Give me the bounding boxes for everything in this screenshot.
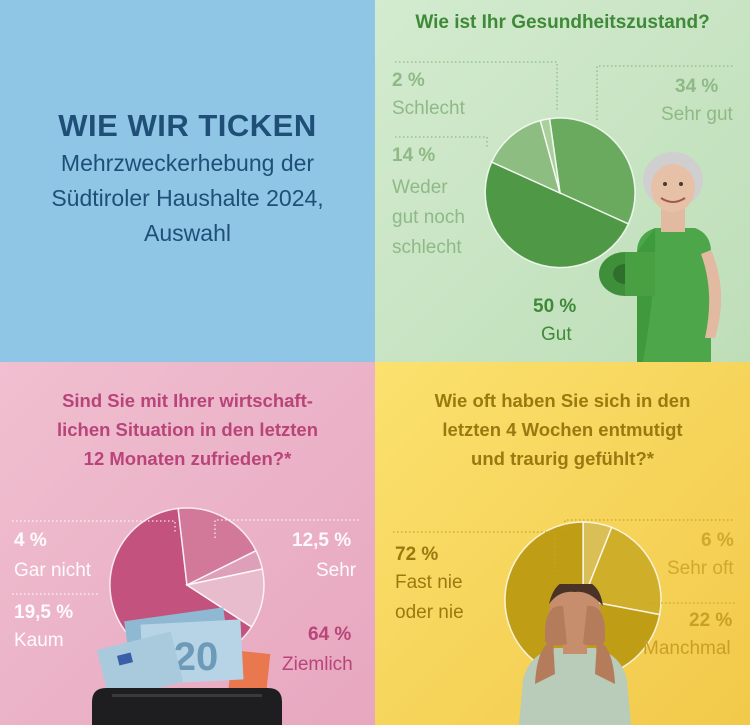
health-weder-pct: 14 % xyxy=(392,145,436,166)
economy-gar-nicht-pct: 4 % xyxy=(14,530,47,551)
mood-sehr-oft-label: Sehr oft xyxy=(667,558,734,579)
mood-manchmal-label: Manchmal xyxy=(643,638,731,659)
wallet-with-banknotes-image: 20 xyxy=(92,607,282,725)
health-weder-label-1: Weder xyxy=(392,177,448,198)
intro-panel: WIE WIR TICKEN Mehrzweckerhebung der Süd… xyxy=(0,0,375,362)
health-sehr-gut-label: Sehr gut xyxy=(661,104,733,125)
economy-panel: Sind Sie mit Ihrer wirtschaft- lichen Si… xyxy=(0,362,375,725)
health-panel: Wie ist Ihr Gesundheitszustand? 2 % Schl… xyxy=(375,0,750,362)
mood-slice-manchmal xyxy=(581,526,662,616)
economy-leader-lines xyxy=(12,519,360,595)
health-weder-label-3: schlecht xyxy=(392,237,462,258)
mood-sehr-oft-pct: 6 % xyxy=(701,530,734,551)
economy-gar-nicht-label: Gar nicht xyxy=(14,560,92,581)
mood-title-line-1: Wie oft haben Sie sich in den xyxy=(434,390,691,411)
economy-title-line-3: 12 Monaten zufrieden?* xyxy=(83,448,292,469)
economy-kaum-label: Kaum xyxy=(14,630,64,651)
mood-title: Wie oft haben Sie sich in den letzten 4 … xyxy=(375,386,750,473)
health-sehr-gut-pct: 34 % xyxy=(675,76,719,97)
health-slice-gut xyxy=(484,161,630,269)
woman-with-yoga-mat-image xyxy=(599,152,722,362)
intro-text: WIE WIR TICKEN Mehrzweckerhebung der Süd… xyxy=(0,108,375,249)
mood-fast-nie-pct: 72 % xyxy=(395,544,439,565)
health-schlecht-label: Schlecht xyxy=(392,98,465,119)
economy-slice-sehr xyxy=(185,568,265,628)
health-gut-label: Gut xyxy=(541,324,572,345)
economy-sehr-label: Sehr xyxy=(316,560,357,581)
health-slice-schlecht xyxy=(539,117,561,194)
subtitle-line-3: Auswahl xyxy=(144,220,231,246)
mood-fast-nie-label-2: oder nie xyxy=(395,602,464,623)
mood-title-line-3: und traurig gefühlt?* xyxy=(471,448,654,469)
sad-man-image xyxy=(519,584,631,725)
economy-ziemlich-label: Ziemlich xyxy=(282,654,353,675)
svg-text:20: 20 xyxy=(174,635,219,679)
economy-ziemlich-pct: 64 % xyxy=(308,624,352,645)
health-slice-weder-gut-noch-schlecht xyxy=(490,119,562,195)
health-schlecht-pct: 2 % xyxy=(392,70,425,91)
subtitle-line-2: Südtiroler Haushalte 2024, xyxy=(51,185,324,211)
subtitle-line-1: Mehrzweckerhebung der xyxy=(60,150,315,176)
mood-panel: Wie oft haben Sie sich in den letzten 4 … xyxy=(375,362,750,725)
health-leader-lines xyxy=(395,61,735,148)
health-gut-pct: 50 % xyxy=(533,296,577,317)
economy-kaum-pct: 19,5 % xyxy=(14,602,74,623)
headline: WIE WIR TICKEN xyxy=(58,108,317,143)
mood-manchmal-pct: 22 % xyxy=(689,610,733,631)
economy-slice-kaum xyxy=(177,507,257,587)
mood-fast-nie-label-1: Fast nie xyxy=(395,572,463,593)
health-title: Wie ist Ihr Gesundheitszustand? xyxy=(415,12,710,33)
health-pie-chart xyxy=(395,61,735,269)
mood-title-line-2: letzten 4 Wochen entmutigt xyxy=(442,419,683,440)
economy-title-line-1: Sind Sie mit Ihrer wirtschaft- xyxy=(62,390,313,411)
economy-sehr-pct: 12,5 % xyxy=(292,530,352,551)
health-weder-label-2: gut noch xyxy=(392,207,465,228)
economy-title-line-2: lichen Situation in den letzten xyxy=(56,419,319,440)
mood-leader-lines xyxy=(393,519,735,604)
leader-weder xyxy=(395,136,488,148)
economy-title: Sind Sie mit Ihrer wirtschaft- lichen Si… xyxy=(0,386,375,473)
